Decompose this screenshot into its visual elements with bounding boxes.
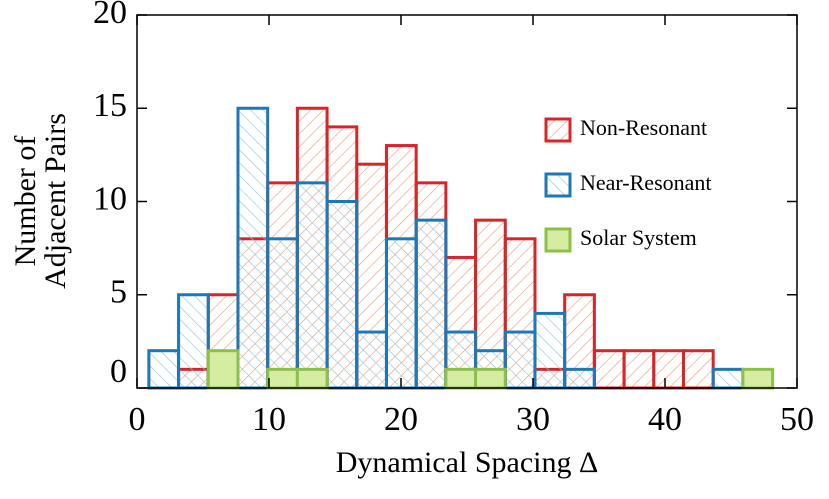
histogram-bar (325, 200, 359, 390)
histogram-bar (266, 237, 299, 390)
histogram-bar (474, 367, 507, 390)
y-tick-label: 20 (93, 0, 127, 31)
histogram-bar (563, 367, 596, 390)
histogram-bar (206, 349, 240, 390)
y-tick-label: 15 (93, 87, 127, 124)
y-tick-label: 0 (110, 353, 127, 390)
legend-swatch (544, 117, 572, 143)
histogram-bar (592, 349, 626, 390)
histogram-bar (295, 181, 329, 390)
x-tick-label: 0 (129, 401, 146, 438)
histogram-bar (741, 367, 775, 390)
x-tick-label: 20 (384, 401, 418, 438)
x-tick-label: 40 (648, 401, 682, 438)
histogram-bar (503, 330, 537, 390)
histogram-bar (444, 367, 478, 390)
histogram-bar (355, 330, 388, 390)
y-tick-label: 5 (110, 274, 127, 311)
histogram-bar (711, 367, 745, 390)
x-axis-label: Dynamical Spacing Δ (336, 446, 599, 479)
histogram-bar (533, 311, 567, 390)
histogram-bar (384, 237, 418, 390)
legend-swatch (544, 227, 572, 253)
histogram-bar (177, 293, 210, 390)
plot-area (147, 106, 775, 390)
x-tick-label: 50 (780, 401, 814, 438)
legend-text: Near-Resonant (580, 170, 712, 195)
histogram-bar (266, 367, 299, 390)
histogram-bar (236, 106, 270, 390)
histogram-bar (414, 218, 448, 390)
x-tick-label: 10 (252, 401, 286, 438)
histogram-bar (652, 349, 685, 390)
histogram-bar (147, 349, 181, 390)
histogram-bar (295, 367, 329, 390)
y-axis-label: Adjacent Pairs (39, 113, 72, 289)
y-tick-label: 10 (93, 180, 127, 217)
legend-swatch (544, 172, 572, 198)
legend-text: Solar System (580, 225, 697, 250)
y-axis-label: Number of (9, 136, 42, 267)
histogram-bar (622, 349, 656, 390)
x-tick-label: 30 (516, 401, 550, 438)
histogram-bar (681, 349, 715, 390)
legend-text: Non-Resonant (580, 115, 707, 140)
